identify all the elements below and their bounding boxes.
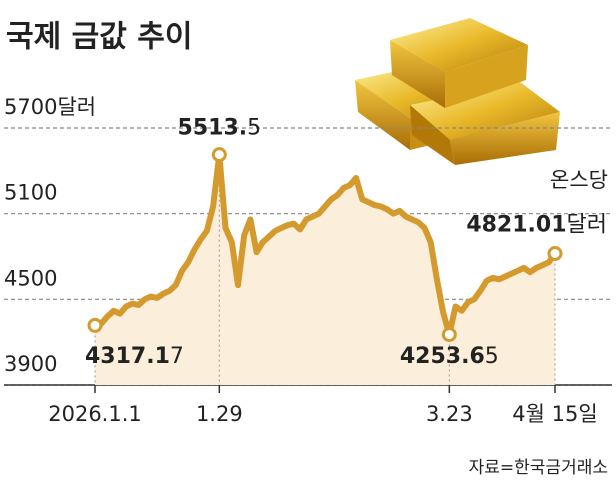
point-marker [87,317,103,333]
y-tick-label: 3900 [4,352,57,376]
chart-title: 국제 금값 추이 [6,20,193,55]
point-marker [441,327,457,343]
line [92,151,558,338]
point-marker [211,147,227,163]
annotation: 온스당 [550,168,608,192]
x-tick-label: 1.29 [196,402,243,426]
area [95,154,555,385]
x-tick-label: 2026.1.1 [48,402,142,426]
y-tick-label: 5700달러 [4,95,96,119]
data-label: 4821.01달러 [466,213,607,238]
data-label: 4317.17 [85,344,184,369]
x-tick-label: 4월 15일 [512,402,597,426]
x-tick-label: 3.23 [426,402,473,426]
y-tick-label: 5100 [4,181,57,205]
gold-bars-illustration [355,18,560,165]
point-marker [547,246,563,262]
data-label: 5513.5 [178,116,262,141]
source: 자료=한국금거래소 [469,458,608,478]
y-tick-label: 4500 [4,266,57,290]
data-label: 4253.65 [400,344,499,369]
